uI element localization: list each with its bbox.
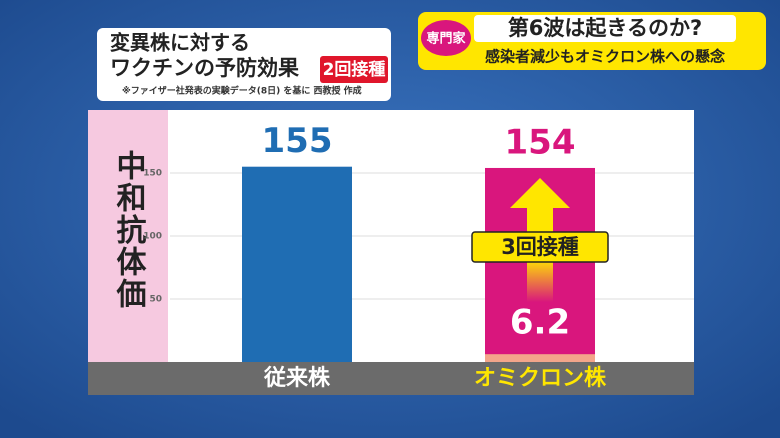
- bar: [485, 354, 595, 362]
- x-tick-label: 従来株: [263, 365, 331, 391]
- title-box: [97, 28, 391, 101]
- y-tick-label: 150: [143, 169, 162, 179]
- value-label: 154: [505, 122, 576, 162]
- headline: 第6波は起きるのか?: [508, 16, 702, 40]
- y-tick-label: 50: [149, 295, 162, 305]
- arrow-label-box: [471, 231, 609, 263]
- note: ※ファイザー社発表の実験データ(8日) を基に 西教授 作成: [122, 85, 362, 97]
- arrow-label: 3回接種: [501, 235, 579, 259]
- badge: [421, 20, 471, 56]
- bar: [242, 166, 352, 362]
- y-axis-label: 中和抗体価: [111, 150, 148, 310]
- title-line: ワクチンの予防効果: [110, 56, 299, 80]
- title-badge: [320, 56, 388, 83]
- headline-box: [474, 15, 736, 42]
- value-label: 6.2: [510, 303, 570, 343]
- badge-text: 専門家: [426, 31, 466, 47]
- title-line: 変異株に対する: [110, 31, 250, 55]
- value-label: 155: [262, 121, 333, 161]
- y-label-band: [88, 110, 168, 362]
- title-badge-text: 2回接種: [323, 59, 386, 80]
- x-tick-label: オミクロン株: [474, 366, 607, 391]
- subheadline: 感染者減少もオミクロン株への懸念: [485, 48, 725, 66]
- category-band: [88, 362, 694, 395]
- y-tick-label: 100: [143, 232, 162, 242]
